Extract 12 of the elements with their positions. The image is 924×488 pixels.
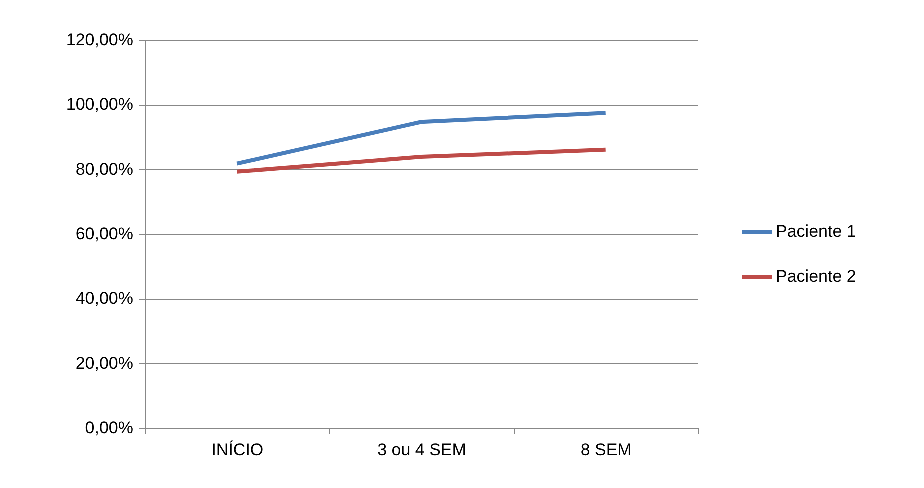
x-tick-label: INÍCIO	[212, 440, 264, 460]
x-tick-label: 3 ou 4 SEM	[378, 440, 466, 460]
y-tick-label: 100,00%	[66, 95, 134, 114]
y-tick-label: 120,00%	[66, 30, 134, 50]
x-tick-label: 8 SEM	[580, 440, 632, 460]
y-tick-label: 0,00%	[85, 418, 134, 438]
y-tick-label: 60,00%	[76, 224, 134, 244]
legend-label: Paciente 2	[776, 267, 856, 286]
y-tick-label: 40,00%	[76, 289, 134, 308]
y-tick-label: 80,00%	[76, 160, 134, 179]
legend-label: Paciente 1	[776, 222, 856, 241]
y-tick-label: 20,00%	[76, 354, 134, 373]
